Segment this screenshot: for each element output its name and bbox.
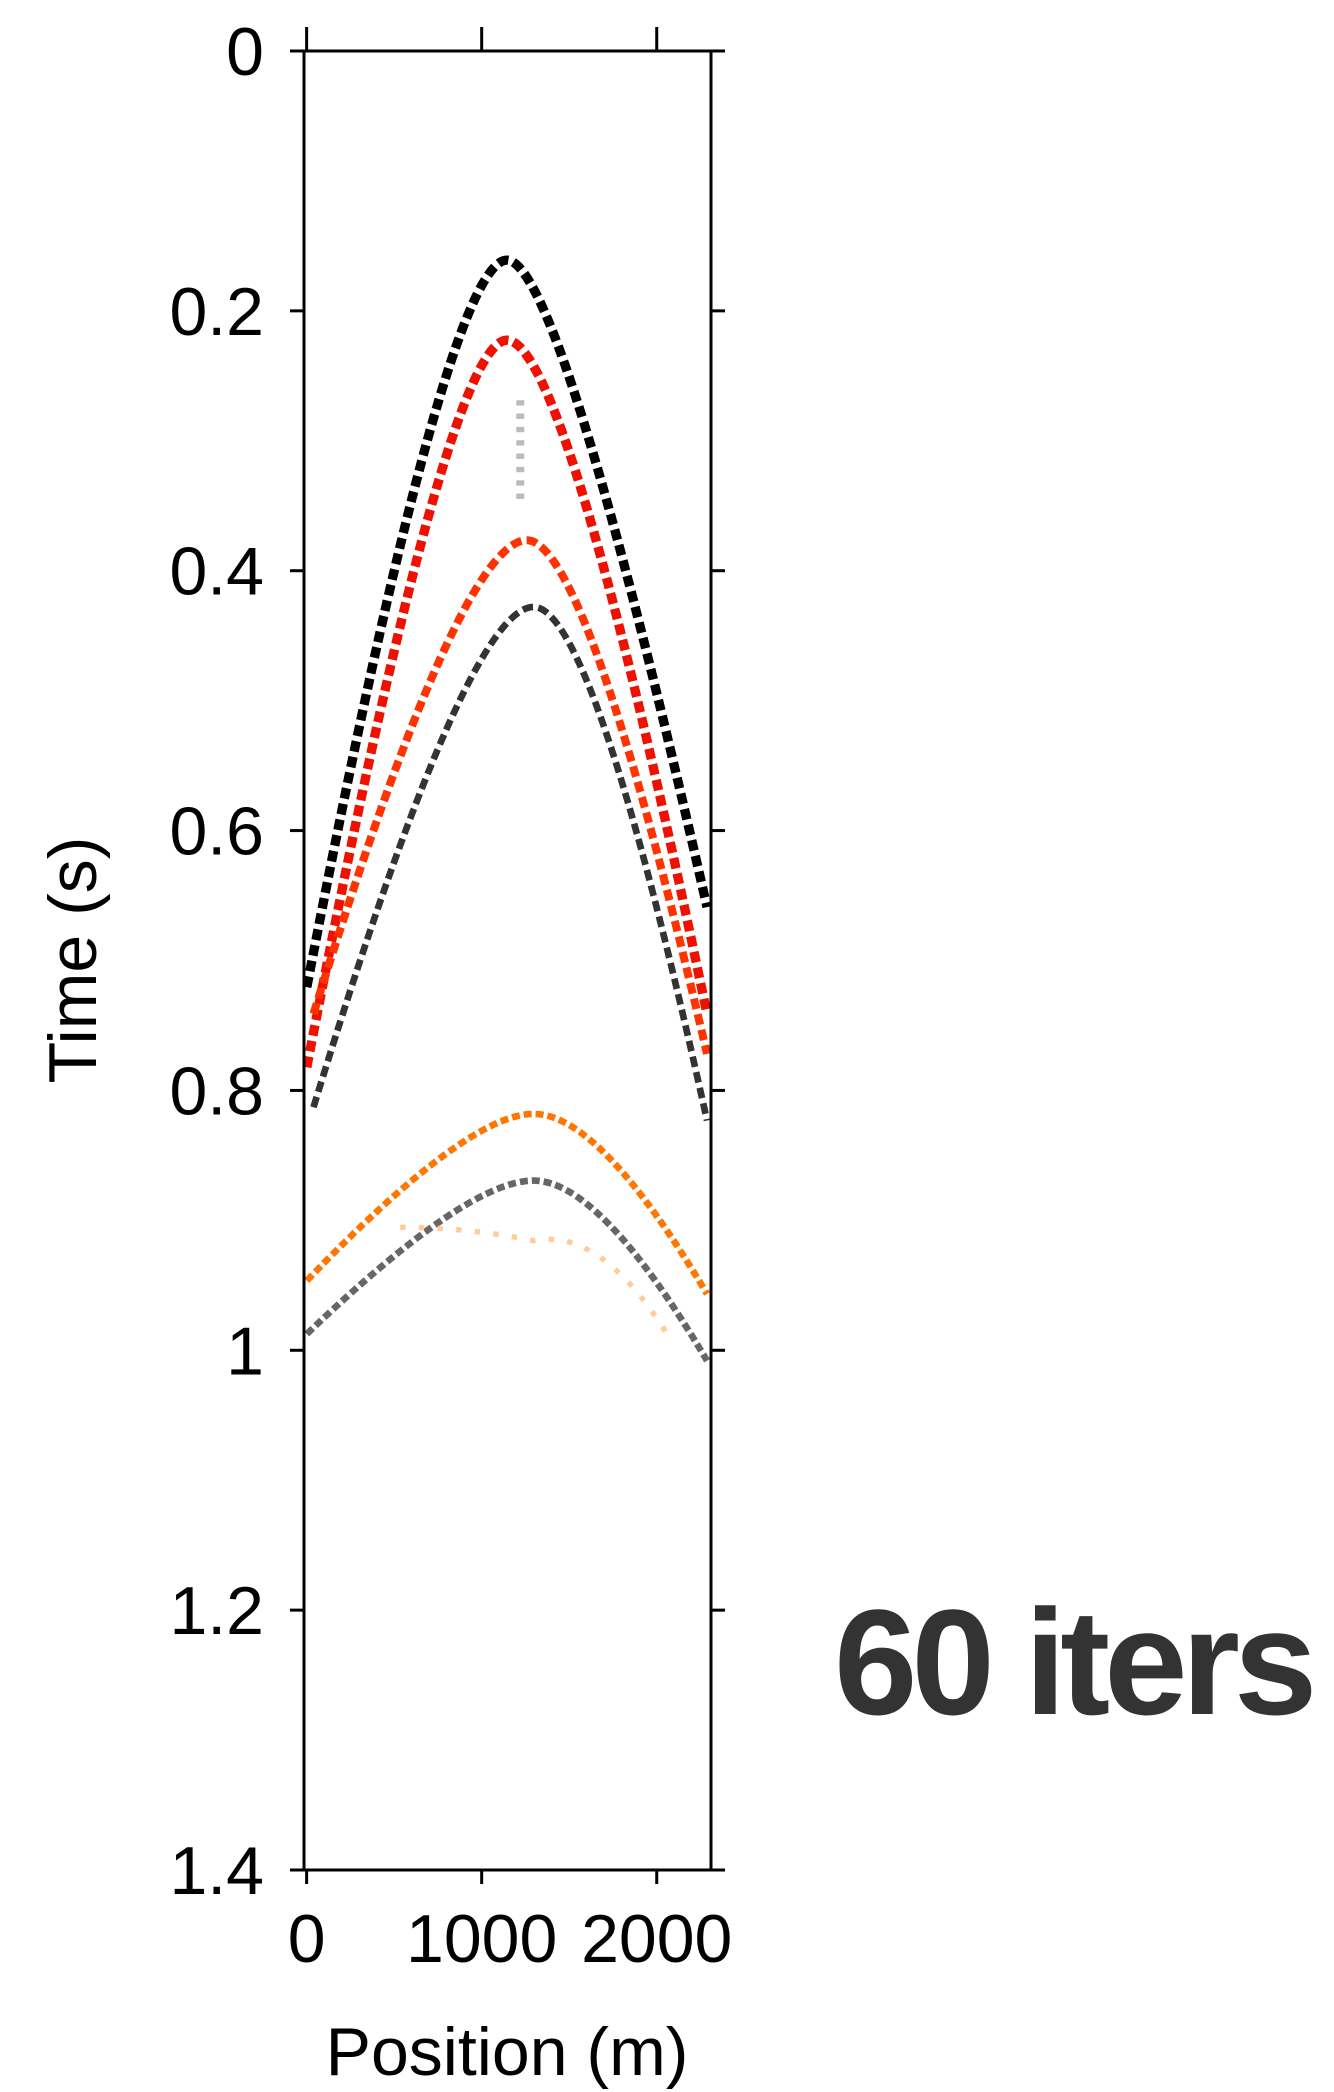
y-tick-label: 1.2 [169, 1573, 264, 1649]
annotation: 60 iters [834, 1578, 1312, 1746]
y-tick-label: 0.2 [169, 274, 264, 350]
x-tick-label: 2000 [581, 1901, 732, 1977]
y-tick-label: 0.8 [169, 1053, 264, 1129]
y-tick-label: 0 [226, 14, 264, 90]
x-tick-label: 1000 [406, 1901, 557, 1977]
y-tick-label: 0.6 [169, 794, 264, 870]
y-tick-label: 1.4 [169, 1833, 264, 1909]
plot-area [304, 51, 711, 1870]
y-tick-label: 1 [226, 1313, 264, 1389]
x-tick-label: 0 [288, 1901, 326, 1977]
x-axis-label: Position (m) [326, 2014, 689, 2090]
seismic-image [302, 255, 712, 1363]
axes-frame [302, 49, 713, 1872]
y-tick-label: 0.4 [169, 534, 264, 610]
y-axis-label: Time (s) [35, 837, 111, 1084]
